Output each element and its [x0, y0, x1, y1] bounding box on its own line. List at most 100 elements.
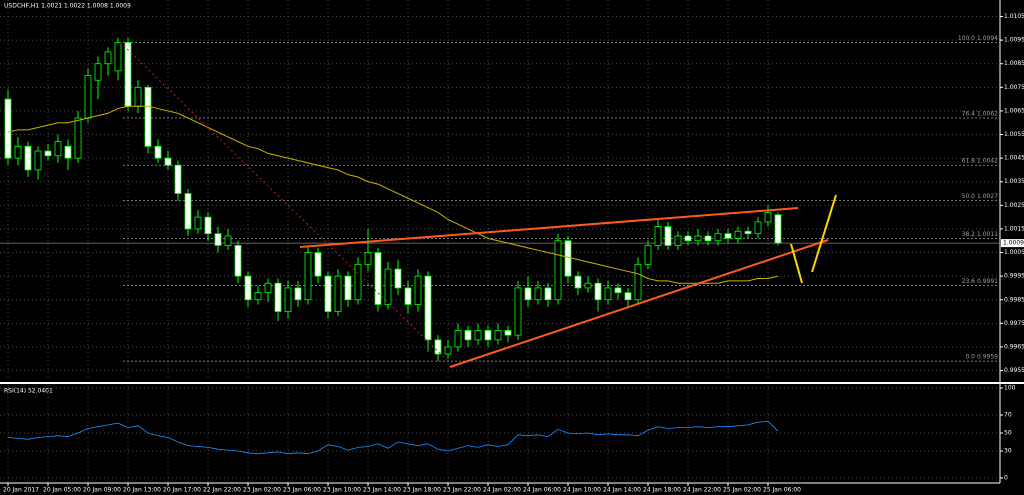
candle-body	[684, 235, 692, 242]
rsi-tick-label: 70	[1004, 412, 1012, 419]
candle-body	[194, 216, 202, 230]
candle-body	[94, 63, 102, 81]
candle-body	[504, 330, 512, 336]
y-tick-label: 1.0055	[1004, 131, 1024, 138]
candle-body	[594, 282, 602, 301]
candle-body	[224, 235, 232, 246]
candle-body	[394, 268, 402, 289]
candle-body	[514, 287, 522, 336]
fib-level-label: 38.2	[962, 231, 976, 238]
fib-price-label: 1.0094	[977, 35, 998, 42]
candle-body	[484, 330, 492, 341]
candle-body	[644, 245, 652, 265]
trend-line	[449, 239, 829, 368]
x-tick-label: 23 Jan 14:00	[363, 487, 401, 494]
candle-body	[444, 346, 452, 355]
x-tick-label: 20 Jan 05:00	[43, 487, 81, 494]
x-tick-label: 23 Jan 18:00	[403, 487, 441, 494]
y-tick-label: 1.0105	[1004, 13, 1024, 20]
candle-body	[104, 51, 112, 65]
moving-average	[7, 105, 779, 284]
candle-body	[414, 275, 422, 305]
candle-body	[114, 42, 122, 72]
x-tick-label: 24 Jan 10:00	[563, 487, 601, 494]
candle-body	[674, 235, 682, 246]
x-tick-label: 20 Jan 2017	[3, 487, 39, 494]
y-tick-label: 0.9965	[1004, 343, 1024, 350]
candle-body	[704, 235, 712, 242]
candle-body	[314, 252, 322, 277]
current-price-label: 1.0009	[1003, 240, 1024, 247]
candle-body	[184, 193, 192, 230]
y-tick-label: 1.0035	[1004, 178, 1024, 185]
candle-body	[4, 98, 12, 159]
candle-body	[134, 86, 142, 107]
y-tick-label: 1.0045	[1004, 155, 1024, 162]
candle-body	[24, 145, 32, 171]
candle-body	[624, 292, 632, 301]
candle-body	[664, 226, 672, 246]
rsi-tick-label: 50	[1004, 430, 1012, 437]
candle-body	[454, 330, 462, 348]
candle-body	[334, 275, 342, 312]
candle-body	[254, 292, 262, 301]
candle-body	[464, 330, 472, 341]
y-tick-label: 0.9995	[1004, 273, 1024, 280]
candle-body	[474, 330, 482, 341]
candle-body	[564, 240, 572, 277]
candle-body	[84, 75, 92, 119]
x-tick-label: 20 Jan 17:00	[163, 487, 201, 494]
x-tick-label: 23 Jan 06:00	[283, 487, 321, 494]
candle-body	[384, 268, 392, 305]
current-price-box	[1001, 239, 1024, 248]
y-tick-label: 1.0025	[1004, 202, 1024, 209]
candle-body	[554, 240, 562, 301]
y-tick-label: 1.0015	[1004, 225, 1024, 232]
candle-body	[634, 263, 642, 301]
x-tick-label: 22 Jan 22:00	[203, 487, 241, 494]
candle-body	[364, 252, 372, 265]
x-tick-label: 20 Jan 09:00	[83, 487, 121, 494]
projection-line	[811, 194, 837, 273]
fib-level-label: 100.0	[958, 35, 975, 42]
rsi-tick-label: 0	[1004, 475, 1008, 482]
rsi-line	[7, 420, 779, 455]
candle-body	[284, 287, 292, 312]
candle-body	[64, 145, 72, 159]
x-tick-label: 25 Jan 02:00	[723, 487, 761, 494]
fib-price-label: 1.0027	[977, 193, 998, 200]
drawings	[119, 41, 837, 368]
candle-body	[354, 263, 362, 301]
candle-body	[344, 275, 352, 301]
candle-body	[374, 252, 382, 305]
candle-body	[54, 141, 62, 157]
fib-level-label: 76.4	[962, 111, 976, 118]
fib-price-label: 1.0042	[977, 158, 998, 165]
candle-body	[154, 145, 162, 159]
x-tick-label: 24 Jan 22:00	[683, 487, 721, 494]
candle-body	[714, 233, 722, 242]
x-tick-label: 24 Jan 02:00	[483, 487, 521, 494]
candle-body	[424, 275, 432, 341]
candle-body	[164, 157, 172, 166]
candle-body	[14, 145, 22, 159]
candle-body	[574, 275, 582, 289]
y-tick-label: 1.0075	[1004, 84, 1024, 91]
candle-body	[544, 287, 552, 301]
fib-level-label: 61.8	[962, 158, 976, 165]
candle-body	[434, 339, 442, 355]
candle-body	[174, 164, 182, 194]
fib-level-label: 50.0	[962, 193, 976, 200]
chart-title: USDCHF,H1 1.0021 1.0022 1.0008 1.0009	[4, 3, 131, 10]
x-tick-label: 23 Jan 22:00	[443, 487, 481, 494]
y-tick-label: 0.9985	[1004, 296, 1024, 303]
candle-body	[74, 117, 82, 159]
rsi-tick-label: 30	[1004, 448, 1012, 455]
candle-body	[274, 282, 282, 312]
candle-body	[44, 150, 52, 157]
candle-body	[294, 287, 302, 301]
x-tick-label: 24 Jan 18:00	[643, 487, 681, 494]
candle-body	[404, 287, 412, 305]
